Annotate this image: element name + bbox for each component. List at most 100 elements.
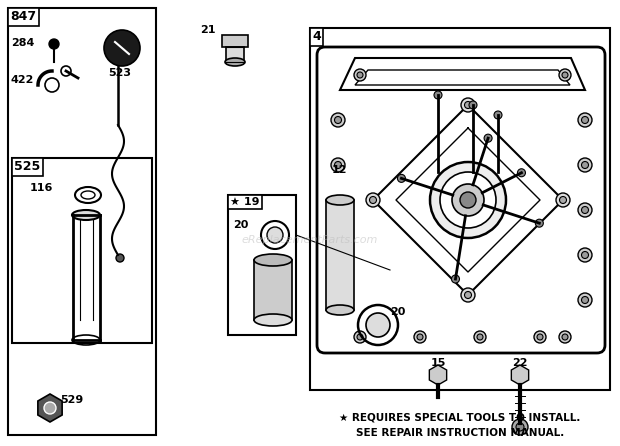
Circle shape bbox=[512, 419, 528, 435]
Circle shape bbox=[366, 313, 390, 337]
Ellipse shape bbox=[326, 305, 354, 315]
Circle shape bbox=[331, 203, 345, 217]
Circle shape bbox=[461, 98, 475, 112]
Bar bbox=[310, 28, 610, 390]
Circle shape bbox=[464, 292, 471, 298]
Circle shape bbox=[331, 158, 345, 172]
Ellipse shape bbox=[254, 314, 292, 326]
Circle shape bbox=[335, 297, 342, 303]
Circle shape bbox=[357, 334, 363, 340]
Circle shape bbox=[354, 331, 366, 343]
Circle shape bbox=[440, 172, 496, 228]
Circle shape bbox=[578, 158, 592, 172]
Circle shape bbox=[104, 30, 140, 66]
Circle shape bbox=[49, 39, 59, 49]
Polygon shape bbox=[512, 365, 529, 385]
Circle shape bbox=[335, 252, 342, 259]
Circle shape bbox=[452, 184, 484, 216]
Text: 15: 15 bbox=[430, 358, 446, 368]
Ellipse shape bbox=[81, 191, 95, 199]
Circle shape bbox=[518, 169, 526, 177]
Circle shape bbox=[460, 192, 476, 208]
Circle shape bbox=[582, 116, 588, 124]
Circle shape bbox=[335, 161, 342, 169]
Circle shape bbox=[562, 334, 568, 340]
Text: ★ 19: ★ 19 bbox=[230, 197, 260, 207]
Text: 523: 523 bbox=[108, 68, 131, 78]
Circle shape bbox=[562, 72, 568, 78]
Circle shape bbox=[331, 248, 345, 262]
Circle shape bbox=[461, 288, 475, 302]
Circle shape bbox=[331, 113, 345, 127]
Circle shape bbox=[464, 102, 471, 108]
Text: 20: 20 bbox=[390, 307, 405, 317]
Bar bbox=[228, 195, 296, 335]
Bar bbox=[12, 158, 152, 343]
Ellipse shape bbox=[326, 195, 354, 205]
Text: 116: 116 bbox=[30, 183, 53, 193]
Circle shape bbox=[582, 252, 588, 259]
Circle shape bbox=[335, 116, 342, 124]
Polygon shape bbox=[373, 105, 563, 295]
Circle shape bbox=[535, 219, 543, 227]
Polygon shape bbox=[340, 58, 585, 90]
Circle shape bbox=[469, 101, 477, 109]
Circle shape bbox=[559, 69, 571, 81]
Bar bbox=[254, 260, 292, 320]
Circle shape bbox=[366, 193, 380, 207]
Text: ★ REQUIRES SPECIAL TOOLS TO INSTALL.: ★ REQUIRES SPECIAL TOOLS TO INSTALL. bbox=[339, 413, 581, 423]
Bar bbox=[222, 35, 248, 47]
Circle shape bbox=[331, 293, 345, 307]
Text: 4: 4 bbox=[312, 30, 321, 43]
Circle shape bbox=[582, 297, 588, 303]
Circle shape bbox=[578, 293, 592, 307]
Circle shape bbox=[477, 334, 483, 340]
FancyBboxPatch shape bbox=[317, 47, 605, 353]
Bar bbox=[226, 47, 244, 62]
Circle shape bbox=[556, 193, 570, 207]
Circle shape bbox=[484, 134, 492, 142]
Polygon shape bbox=[38, 394, 62, 422]
Circle shape bbox=[434, 91, 442, 99]
Circle shape bbox=[516, 423, 524, 431]
Text: 284: 284 bbox=[11, 38, 34, 48]
Circle shape bbox=[578, 113, 592, 127]
Text: 22: 22 bbox=[512, 358, 528, 368]
Circle shape bbox=[534, 331, 546, 343]
Circle shape bbox=[559, 197, 567, 203]
Circle shape bbox=[267, 227, 283, 243]
Circle shape bbox=[430, 162, 506, 238]
Circle shape bbox=[44, 402, 56, 414]
Circle shape bbox=[494, 111, 502, 119]
Polygon shape bbox=[429, 365, 446, 385]
Text: 12: 12 bbox=[332, 165, 347, 175]
Circle shape bbox=[578, 248, 592, 262]
Text: 847: 847 bbox=[10, 10, 36, 23]
Bar bbox=[8, 8, 156, 435]
Text: 529: 529 bbox=[60, 395, 83, 405]
Circle shape bbox=[354, 69, 366, 81]
Circle shape bbox=[537, 334, 543, 340]
Circle shape bbox=[578, 203, 592, 217]
Circle shape bbox=[357, 72, 363, 78]
Circle shape bbox=[559, 331, 571, 343]
Circle shape bbox=[414, 331, 426, 343]
Circle shape bbox=[370, 197, 376, 203]
Bar bbox=[326, 200, 354, 310]
Circle shape bbox=[116, 254, 124, 262]
Text: 20: 20 bbox=[233, 220, 249, 230]
Ellipse shape bbox=[72, 210, 100, 220]
Circle shape bbox=[335, 206, 342, 214]
Circle shape bbox=[397, 174, 405, 182]
Ellipse shape bbox=[225, 58, 245, 66]
Circle shape bbox=[417, 334, 423, 340]
Text: eReplacementParts.com: eReplacementParts.com bbox=[242, 235, 378, 245]
Circle shape bbox=[451, 275, 459, 283]
Text: 21: 21 bbox=[200, 25, 216, 35]
Ellipse shape bbox=[254, 254, 292, 266]
Text: SEE REPAIR INSTRUCTION MANUAL.: SEE REPAIR INSTRUCTION MANUAL. bbox=[356, 428, 564, 438]
Circle shape bbox=[582, 161, 588, 169]
Circle shape bbox=[582, 206, 588, 214]
Text: 525: 525 bbox=[14, 160, 40, 173]
Text: 422: 422 bbox=[11, 75, 34, 85]
